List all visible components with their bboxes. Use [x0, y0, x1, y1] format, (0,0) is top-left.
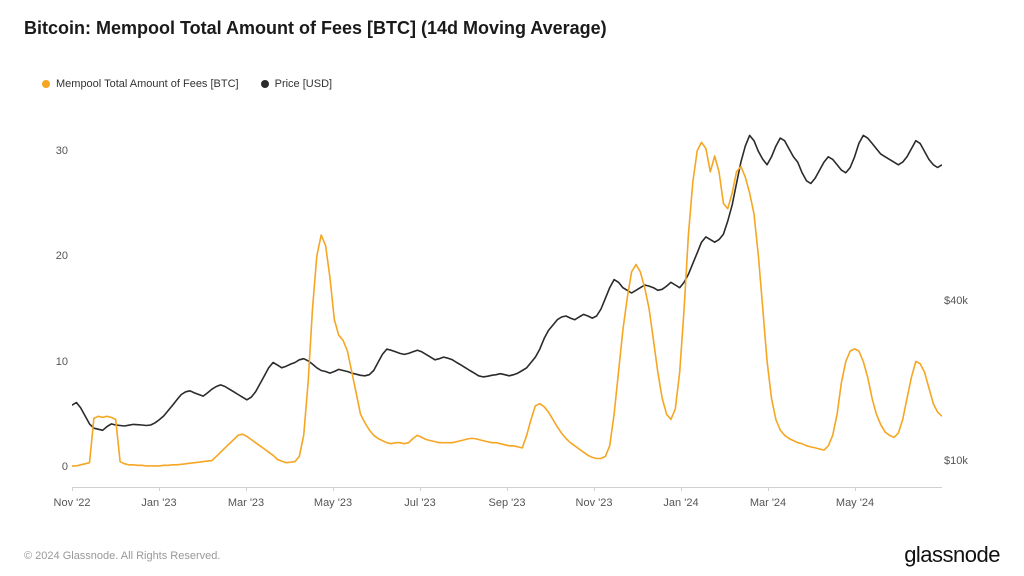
legend-dot-price — [261, 80, 269, 88]
x-tick — [420, 487, 421, 491]
legend-dot-fees — [42, 80, 50, 88]
x-tick-label: Nov '22 — [54, 497, 91, 509]
chart-title: Bitcoin: Mempool Total Amount of Fees [B… — [24, 18, 607, 39]
x-tick-label: May '23 — [314, 497, 352, 509]
x-tick — [855, 487, 856, 491]
x-tick-label: Jul '23 — [404, 497, 435, 509]
legend-item-price: Price [USD] — [261, 78, 332, 90]
fees-line — [72, 142, 942, 466]
legend-label-fees: Mempool Total Amount of Fees [BTC] — [56, 78, 239, 90]
x-tick — [507, 487, 508, 491]
x-tick — [246, 487, 247, 491]
y-left-tick-label: 20 — [42, 250, 68, 262]
legend: Mempool Total Amount of Fees [BTC] Price… — [42, 78, 332, 90]
price-line — [72, 135, 942, 430]
x-tick — [159, 487, 160, 491]
y-left-tick-label: 30 — [42, 145, 68, 157]
x-tick-label: Nov '23 — [576, 497, 613, 509]
legend-item-fees: Mempool Total Amount of Fees [BTC] — [42, 78, 239, 90]
y-right-tick-label: $10k — [944, 455, 984, 467]
plot-region: $10k$40kNov '22Jan '23Mar '23May '23Jul … — [72, 98, 942, 488]
x-tick — [768, 487, 769, 491]
x-tick — [594, 487, 595, 491]
x-tick-label: Mar '24 — [750, 497, 786, 509]
x-tick — [681, 487, 682, 491]
y-right-tick-label: $40k — [944, 295, 984, 307]
plot-svg — [72, 98, 942, 488]
x-tick-label: Mar '23 — [228, 497, 264, 509]
y-left-tick-label: 0 — [42, 461, 68, 473]
x-tick-label: Jan '24 — [663, 497, 698, 509]
x-tick-label: May '24 — [836, 497, 874, 509]
x-tick — [333, 487, 334, 491]
chart-area: $10k $40k Nov '22 Jan '23 Mar '23 May '23 Jul … — [42, 98, 982, 518]
x-tick — [72, 487, 73, 491]
brand-logo: glassnode — [904, 542, 1000, 568]
x-tick-label: Sep '23 — [489, 497, 526, 509]
legend-label-price: Price [USD] — [275, 78, 332, 90]
y-left-tick-label: 10 — [42, 356, 68, 368]
copyright-text: © 2024 Glassnode. All Rights Reserved. — [24, 550, 220, 562]
x-tick-label: Jan '23 — [141, 497, 176, 509]
